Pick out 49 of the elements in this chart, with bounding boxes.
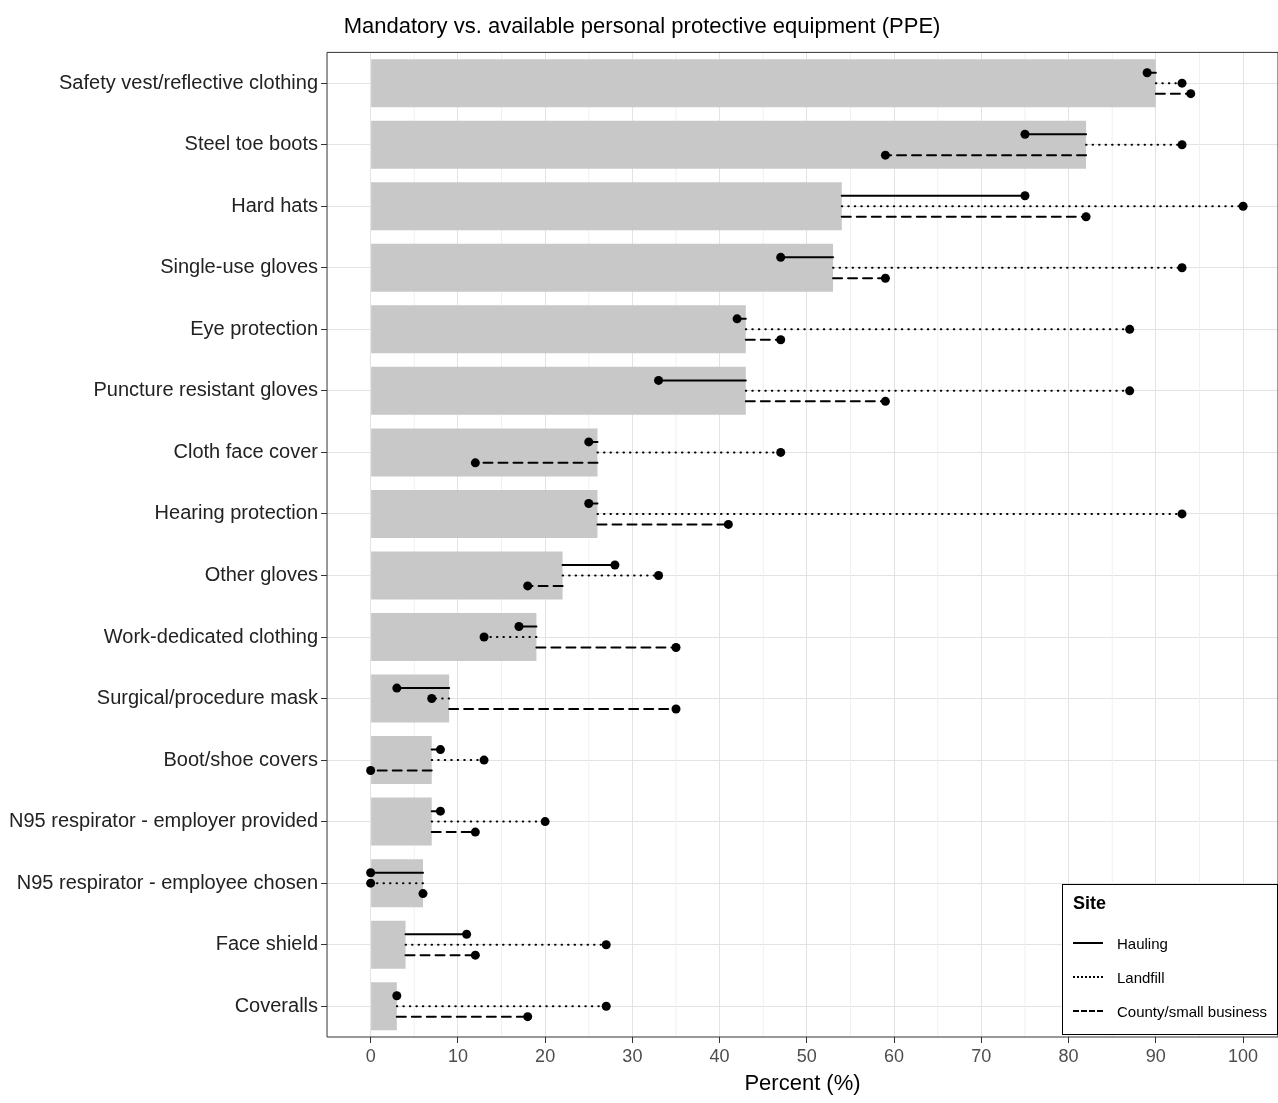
y-tick-label: Steel toe boots (184, 132, 319, 155)
y-tick-label: Work-dedicated clothing (103, 624, 319, 647)
x-tick-label: 40 (709, 1045, 730, 1066)
legend-label: County/small business (1117, 1002, 1268, 1020)
x-tick-label: 0 (365, 1045, 376, 1066)
x-tick-label: 20 (535, 1045, 556, 1066)
legend-label: Hauling (1117, 934, 1168, 952)
x-tick-label: 60 (884, 1045, 905, 1066)
bar (371, 551, 563, 600)
x-tick-label: 80 (1058, 1045, 1079, 1066)
bar (371, 674, 450, 723)
legend-title: Site (1073, 893, 1107, 914)
bar (371, 305, 746, 354)
bar (371, 59, 1156, 108)
bar (371, 859, 423, 908)
bar (371, 182, 842, 231)
y-tick-label: Face shield (215, 932, 319, 955)
x-tick-label: 30 (622, 1045, 643, 1066)
bar (371, 920, 406, 969)
bar (371, 613, 537, 662)
legend-label: Landfill (1117, 968, 1165, 986)
y-tick-label: Hearing protection (154, 501, 319, 524)
y-tick-label: N95 respirator - employee chosen (16, 870, 319, 893)
bar (371, 736, 432, 785)
x-tick-label: 50 (796, 1045, 817, 1066)
y-tick-label: Cloth face cover (173, 439, 319, 462)
x-tick-label: 10 (447, 1045, 468, 1066)
y-tick-label: Puncture resistant gloves (93, 378, 319, 401)
x-tick-label: 100 (1228, 1045, 1259, 1066)
x-tick-label: 90 (1145, 1045, 1166, 1066)
y-tick-label: Single-use gloves (160, 255, 319, 278)
y-tick-label: Surgical/procedure mask (96, 686, 320, 709)
y-tick-label: Eye protection (190, 316, 319, 339)
bar (371, 366, 746, 415)
x-axis-title: Percent (%) (744, 1069, 861, 1095)
y-tick-label: Boot/shoe covers (163, 747, 319, 770)
bar (371, 797, 432, 846)
x-tick-label: 70 (971, 1045, 992, 1066)
y-tick-label: N95 respirator - employer provided (8, 809, 319, 832)
y-tick-label: Other gloves (204, 562, 319, 585)
y-tick-label: Coveralls (234, 993, 319, 1016)
bar (371, 120, 1087, 169)
bar (371, 428, 598, 477)
bar (371, 489, 598, 538)
bar (371, 243, 834, 292)
y-tick-label: Hard hats (231, 193, 319, 216)
chart-title: Mandatory vs. available personal protective equipment (PPE) (343, 13, 941, 39)
bar (371, 982, 397, 1031)
y-tick-label: Safety vest/reflective clothing (59, 70, 319, 93)
